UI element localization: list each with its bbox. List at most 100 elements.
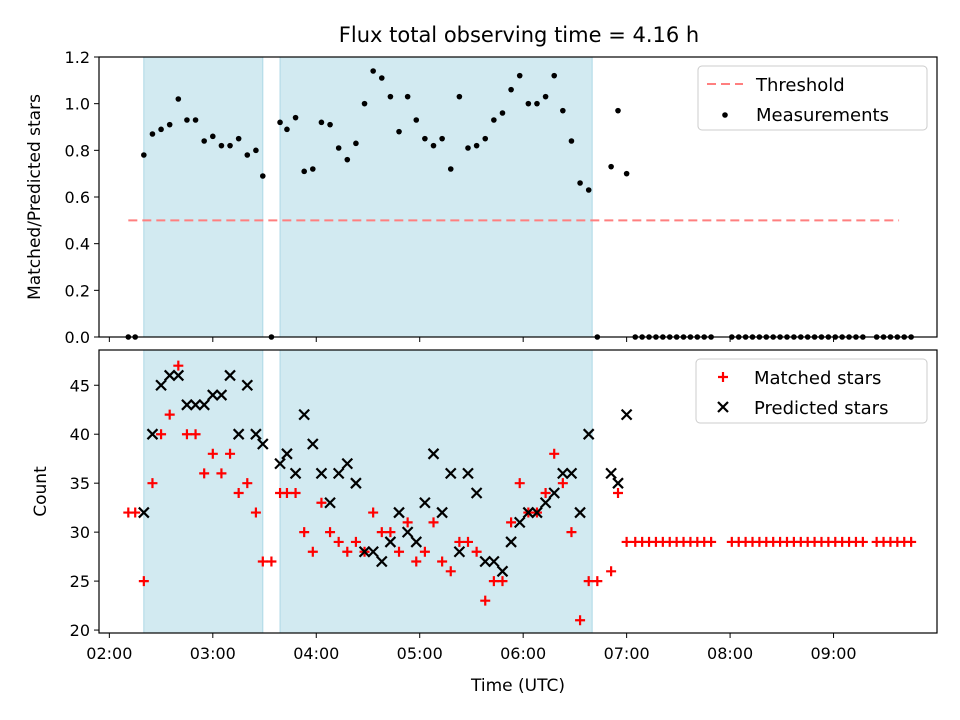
predicted-star-point bbox=[505, 536, 517, 548]
measurement-point bbox=[585, 187, 592, 193]
y-axis-label: Count bbox=[31, 466, 51, 517]
measurement-point bbox=[568, 138, 575, 144]
legend-box bbox=[697, 65, 928, 131]
y-tick-label: 25 bbox=[70, 572, 90, 591]
matched-star-point bbox=[906, 536, 917, 547]
matched-star-point bbox=[281, 487, 292, 498]
predicted-star-point bbox=[241, 379, 254, 392]
predicted-star-point bbox=[453, 545, 466, 558]
predicted-star-point bbox=[427, 448, 440, 460]
matched-star-point bbox=[454, 536, 465, 547]
measurement-point bbox=[149, 131, 156, 137]
predicted-star-point bbox=[488, 555, 500, 568]
y-tick-label: 0.8 bbox=[65, 141, 90, 160]
matched-star-point bbox=[199, 468, 210, 479]
legend-predicted-swatch bbox=[717, 401, 729, 413]
y-tick-label: 45 bbox=[70, 376, 90, 395]
matched-star-point bbox=[307, 546, 318, 557]
observing-interval-band bbox=[143, 56, 264, 338]
predicted-star-point bbox=[298, 408, 310, 421]
predicted-star-point bbox=[358, 545, 371, 558]
matched-star-point bbox=[428, 517, 439, 528]
y-tick-label: 0.0 bbox=[65, 328, 90, 347]
predicted-star-point bbox=[307, 438, 319, 450]
predicted-star-point bbox=[393, 506, 405, 519]
matched-star-point bbox=[445, 566, 456, 577]
matched-star-point bbox=[299, 527, 310, 538]
legend: Matched stars Predicted stars bbox=[695, 358, 928, 424]
matched-star-point bbox=[402, 517, 413, 528]
legend-label: Threshold bbox=[755, 75, 845, 96]
legend: Threshold Measurements bbox=[697, 65, 928, 131]
predicted-star-point bbox=[557, 467, 569, 480]
x-tick-label: 02:00 bbox=[86, 644, 132, 663]
matched-star-point bbox=[181, 429, 192, 440]
measurement-point bbox=[244, 152, 251, 158]
measurement-point bbox=[158, 126, 164, 133]
measurement-point bbox=[201, 138, 207, 144]
matched-star-point bbox=[233, 487, 244, 498]
predicted-star-point bbox=[224, 369, 236, 382]
matched-star-point bbox=[173, 360, 184, 371]
predicted-star-point bbox=[376, 555, 388, 568]
matched-star-point bbox=[557, 478, 568, 489]
measurement-point bbox=[577, 180, 583, 186]
matched-star-point bbox=[147, 478, 158, 489]
predicted-star-point bbox=[436, 506, 448, 519]
measurement-point bbox=[253, 147, 259, 154]
predicted-star-point bbox=[172, 369, 185, 382]
matched-star-point bbox=[250, 507, 261, 518]
legend-matched-swatch bbox=[718, 372, 728, 382]
observing-interval-band bbox=[279, 56, 593, 338]
x-tick-label: 08:00 bbox=[707, 644, 753, 663]
measurement-point bbox=[327, 121, 333, 128]
matched-star-point bbox=[333, 536, 344, 547]
measurement-point bbox=[318, 119, 325, 126]
matched-star-point bbox=[325, 527, 336, 538]
observing-interval-band bbox=[279, 349, 593, 634]
measurement-point bbox=[623, 170, 630, 177]
measurement-point bbox=[184, 117, 190, 123]
x-tick-label: 06:00 bbox=[500, 644, 546, 663]
matched-star-point bbox=[207, 448, 218, 459]
series-predicted-stars bbox=[138, 369, 633, 578]
measurement-point bbox=[482, 135, 489, 142]
predicted-star-point bbox=[582, 428, 595, 440]
predicted-star-point bbox=[138, 506, 150, 519]
predicted-star-point bbox=[384, 536, 397, 548]
predicted-star-point bbox=[539, 496, 552, 509]
measurement-point bbox=[615, 107, 621, 114]
x-tick-label: 05:00 bbox=[397, 644, 443, 663]
matched-star-point bbox=[575, 615, 586, 626]
measurement-point bbox=[534, 100, 540, 107]
predicted-star-point bbox=[250, 428, 262, 440]
top-panel: 0.0 0.2 0.4 0.6 0.8 1.0 1.2 Matched/Predicted s… bbox=[25, 48, 938, 347]
measurement-point bbox=[499, 110, 506, 116]
matched-star-point bbox=[266, 556, 277, 567]
matched-star-point bbox=[257, 556, 268, 567]
measurement-point bbox=[175, 96, 182, 102]
matched-star-point bbox=[488, 576, 499, 587]
measurement-point bbox=[284, 126, 290, 133]
measurement-point bbox=[456, 93, 463, 100]
measurement-point bbox=[560, 107, 566, 114]
matched-star-point bbox=[342, 546, 353, 557]
measurement-point bbox=[542, 93, 549, 100]
matched-star-point bbox=[583, 576, 594, 587]
measurement-point bbox=[166, 121, 173, 128]
matched-star-point bbox=[164, 409, 175, 420]
matched-star-point bbox=[706, 536, 717, 547]
matched-star-point bbox=[462, 536, 473, 547]
measurement-point bbox=[292, 114, 299, 121]
predicted-star-point bbox=[531, 506, 543, 519]
measurement-point bbox=[508, 86, 514, 93]
predicted-star-point bbox=[189, 399, 202, 411]
predicted-star-point bbox=[612, 477, 624, 489]
measurement-point bbox=[430, 142, 437, 149]
predicted-star-point bbox=[522, 506, 535, 519]
measurement-point bbox=[422, 135, 428, 142]
matched-star-point bbox=[480, 595, 491, 606]
predicted-star-point bbox=[574, 506, 586, 519]
predicted-star-point bbox=[367, 545, 379, 558]
measurement-point bbox=[370, 68, 376, 74]
